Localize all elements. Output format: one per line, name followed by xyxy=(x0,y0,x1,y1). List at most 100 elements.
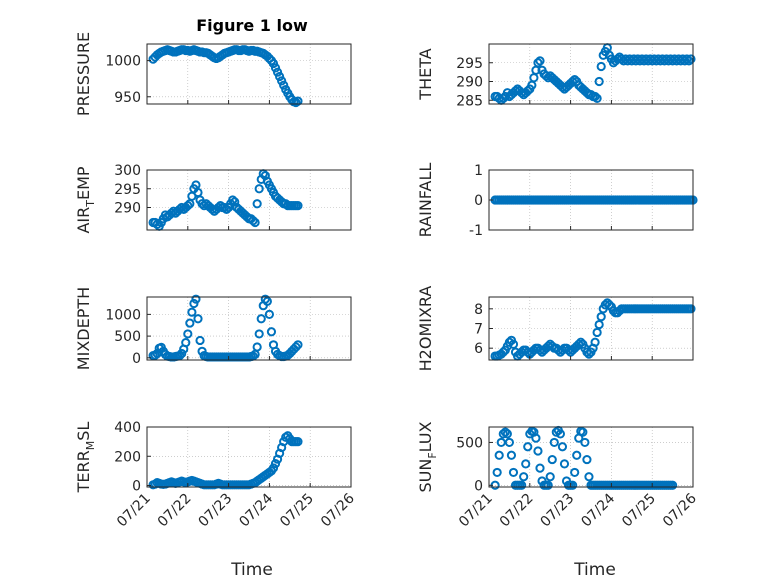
y-tick-label: 500 xyxy=(114,329,141,345)
y-axis-label: MIXDEPTH xyxy=(74,287,93,370)
axes-frame xyxy=(146,43,352,105)
data-point xyxy=(272,67,283,77)
y-axis-label: PRESSURE xyxy=(74,32,93,116)
data-point xyxy=(183,201,193,211)
data-point xyxy=(604,300,614,310)
data-point xyxy=(492,467,502,478)
data-point xyxy=(582,454,592,465)
data-point xyxy=(506,450,517,460)
x-tick-label: 07/25 xyxy=(619,491,659,531)
axes-frame xyxy=(146,426,352,488)
data-point xyxy=(508,339,519,349)
y-tick-label: 285 xyxy=(456,93,483,109)
data-point xyxy=(594,76,604,87)
data-point xyxy=(266,327,277,337)
data-point xyxy=(557,442,568,452)
data-point xyxy=(291,342,301,352)
data-point xyxy=(596,312,606,322)
data-point xyxy=(260,294,270,304)
data-point xyxy=(228,195,238,205)
data-point xyxy=(508,467,519,478)
data-point xyxy=(250,217,260,228)
data-point xyxy=(594,319,604,330)
data-point xyxy=(521,459,531,469)
data-point xyxy=(535,463,545,473)
y-tick-label: 300 xyxy=(114,163,141,179)
data-point xyxy=(252,342,262,352)
y-axis-label: AIRTEMP xyxy=(74,166,97,233)
data-point xyxy=(592,327,602,338)
data-point xyxy=(264,309,274,319)
data-point xyxy=(547,454,557,465)
data-point xyxy=(270,458,281,469)
data-point xyxy=(533,58,543,68)
data-point xyxy=(592,93,602,103)
x-tick-label: 07/26 xyxy=(660,490,700,530)
data-point xyxy=(268,463,279,473)
data-point xyxy=(195,335,205,346)
data-point xyxy=(582,347,592,357)
data-point xyxy=(578,427,588,437)
data-point xyxy=(254,184,264,194)
data-point xyxy=(293,437,303,447)
data-point xyxy=(686,304,696,314)
x-axis-label-left: Time xyxy=(230,560,273,580)
y-tick-label: 295 xyxy=(114,182,141,198)
y-tick-label: 200 xyxy=(114,449,141,465)
data-point xyxy=(498,347,508,357)
subplot-6: 6 7 8 H2OMIXRA xyxy=(416,286,696,372)
x-tick-label: 07/21 xyxy=(456,491,496,531)
data-point xyxy=(668,480,678,490)
data-point xyxy=(254,329,264,339)
y-tick-label: 295 xyxy=(456,56,483,72)
y-tick-label: 1 xyxy=(474,163,483,179)
data-point xyxy=(531,433,541,443)
data-point xyxy=(559,459,570,469)
data-point xyxy=(248,216,258,226)
data-point xyxy=(277,76,287,86)
data-point xyxy=(262,296,272,306)
chart-title: Figure 1 low xyxy=(196,16,308,35)
y-tick-label: 6 xyxy=(474,341,483,357)
axes-box xyxy=(146,296,352,361)
data-point xyxy=(584,472,594,482)
data-point xyxy=(185,318,195,328)
data-point xyxy=(293,96,303,106)
axes-frame xyxy=(488,43,694,105)
subplot-5: 0 500 1000 MIXDEPTH xyxy=(74,287,352,370)
x-tick-label: 07/21 xyxy=(114,491,154,531)
y-tick-label: 400 xyxy=(114,420,141,436)
data-point xyxy=(572,450,582,460)
data-point xyxy=(574,339,584,349)
y-tick-label: 7 xyxy=(474,322,483,338)
axes-box xyxy=(488,426,694,488)
data-point xyxy=(213,202,223,213)
x-tick-label: 07/25 xyxy=(277,491,317,531)
data-point xyxy=(555,429,566,439)
data-point xyxy=(270,63,281,73)
data-point xyxy=(256,314,266,324)
data-point xyxy=(576,337,586,347)
x-tick-label: 07/23 xyxy=(196,491,236,531)
x-tick-label: 07/22 xyxy=(155,491,195,531)
data-point xyxy=(570,467,580,478)
data-point xyxy=(189,298,199,309)
y-axis-label: H2OMIXRA xyxy=(416,286,435,372)
data-point xyxy=(183,329,193,339)
x-tick-label: 07/26 xyxy=(318,490,358,530)
data-point xyxy=(517,480,527,490)
y-tick-label: 0 xyxy=(474,193,483,209)
y-tick-label: 950 xyxy=(114,90,141,106)
data-point xyxy=(533,446,543,456)
data-point xyxy=(193,314,203,324)
data-point xyxy=(596,61,606,72)
data-point xyxy=(590,91,600,102)
data-point xyxy=(504,437,514,448)
data-point xyxy=(191,294,201,304)
subplot-8: 0 500 07/21 07/22 07/23 07/24 07/25 07/26 SUNFLU… xyxy=(416,421,700,530)
y-tick-label: 8 xyxy=(474,302,483,318)
data-point xyxy=(187,307,197,317)
y-tick-label: 290 xyxy=(114,201,141,217)
data-point xyxy=(177,348,187,359)
